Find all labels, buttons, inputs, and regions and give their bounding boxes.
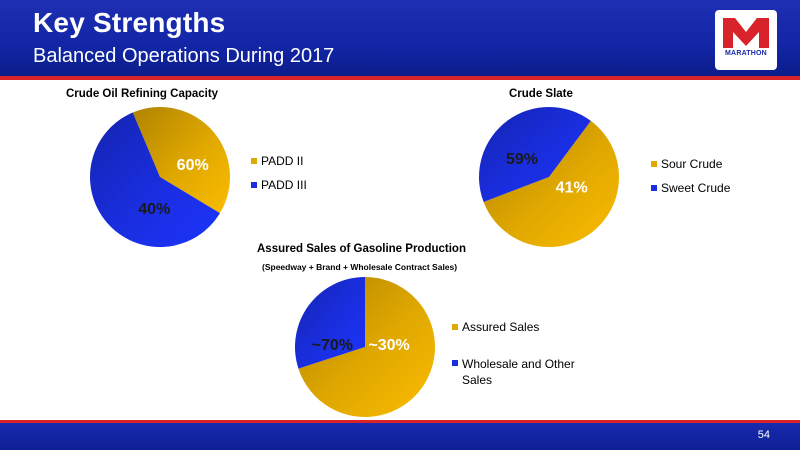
chart1-slice-0 — [132, 107, 230, 214]
chart2-legend-swatch-1 — [651, 185, 657, 191]
chart1-legend-swatch-0 — [251, 158, 257, 164]
chart2-legend-swatch-0 — [651, 161, 657, 167]
header-band: Key Strengths Balanced Operations During… — [0, 0, 800, 76]
chart2-legend-label-1: Sweet Crude — [661, 181, 731, 195]
chart2-slice-1 — [479, 107, 591, 202]
footer-band: 54 — [0, 420, 800, 450]
chart2-pie: 59% 41% — [479, 107, 619, 247]
page-subtitle: Balanced Operations During 2017 — [33, 45, 335, 67]
chart3-slice-0 — [298, 277, 435, 418]
chart2-slice-0 — [483, 120, 619, 247]
chart1-pie: 40% 60% — [90, 107, 230, 247]
logo-wordmark: MARATHON — [725, 50, 767, 57]
chart3-legend-label-1: Wholesale and Other Sales — [462, 357, 575, 387]
chart1-data-label-1: 60% — [177, 157, 209, 174]
chart2-title: Crude Slate — [509, 88, 573, 100]
page-number: 54 — [757, 429, 770, 441]
chart3-pie: ~70% ~30% — [295, 277, 435, 418]
chart1-slice-1 — [90, 112, 220, 247]
marathon-logo: MARATHON — [715, 10, 777, 70]
chart1-legend-swatch-1 — [251, 182, 257, 188]
chart3-data-label-0: ~70% — [312, 337, 353, 354]
chart1-title: Crude Oil Refining Capacity — [66, 88, 219, 100]
chart1-legend-0: PADD II — [251, 154, 303, 168]
chart2-legend-0: Sour Crude — [651, 157, 722, 171]
header-divider — [0, 76, 800, 80]
chart1-legend-1: PADD III — [251, 178, 307, 192]
chart2-data-label-1: 41% — [556, 180, 588, 197]
chart1-legend-label-0: PADD II — [261, 154, 304, 168]
marathon-m-icon — [723, 18, 769, 48]
chart1-data-label-0: 40% — [138, 201, 170, 218]
chart3-title: Assured Sales of Gasoline Production — [257, 243, 466, 255]
chart3-subtitle: (Speedway + Brand + Wholesale Contract S… — [262, 262, 458, 272]
chart3-legend-swatch-1 — [452, 360, 458, 366]
chart1-legend-label-1: PADD III — [261, 178, 307, 192]
chart3-legend-label-0: Assured Sales — [462, 320, 540, 334]
page-title: Key Strengths — [33, 7, 226, 38]
chart3-legend-0: Assured Sales — [452, 320, 539, 334]
chart3-data-label-1: ~30% — [368, 337, 409, 354]
chart2-legend-label-0: Sour Crude — [661, 157, 723, 171]
chart3-slice-1 — [295, 277, 366, 369]
chart2-legend-1: Sweet Crude — [651, 181, 730, 195]
chart3-legend-1: Wholesale and Other Sales — [452, 356, 602, 388]
footer-divider — [0, 420, 800, 423]
chart2-data-label-0: 59% — [506, 151, 538, 168]
chart3-legend-swatch-0 — [452, 324, 458, 330]
